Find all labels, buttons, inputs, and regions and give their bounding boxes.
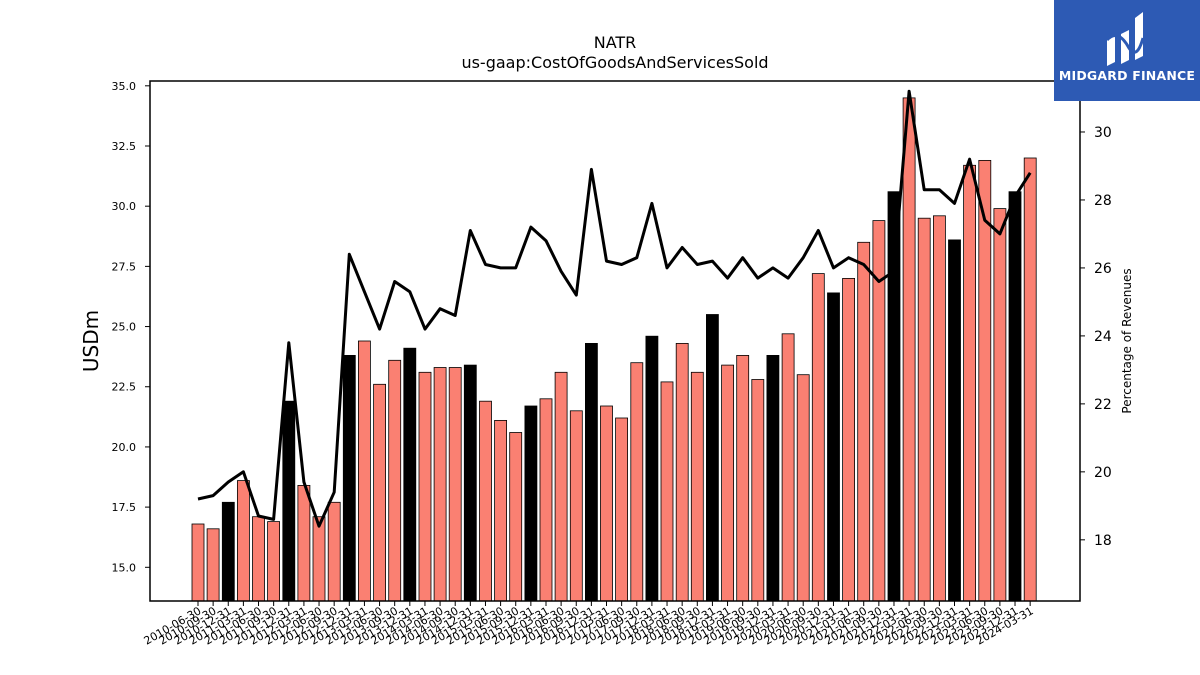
bar-2012-09-30	[327, 501, 341, 602]
bar-2021-06-30	[857, 241, 871, 602]
y2-tick-label: 30	[1094, 125, 1112, 141]
bar-2011-09-30	[267, 521, 281, 602]
bar-2019-09-30	[751, 379, 765, 602]
bar-2012-03-31	[297, 484, 311, 602]
y2-tick-label: 22	[1094, 397, 1112, 413]
bar-2012-12-31	[342, 354, 356, 602]
bar-2011-12-31	[282, 400, 296, 602]
bar-2015-06-30	[494, 419, 508, 602]
y-tick-label: 30.0	[112, 200, 137, 213]
bar-2018-09-30	[690, 371, 704, 602]
bar-2022-03-31	[902, 97, 916, 602]
y-tick-label: 22.5	[112, 381, 137, 394]
bar-2016-06-30	[554, 371, 568, 602]
bar-2021-03-31	[842, 277, 855, 602]
bar-2016-03-31	[539, 398, 553, 602]
y-tick-label: 25.0	[112, 321, 137, 334]
y2-tick-label: 20	[1094, 465, 1112, 481]
bar-2018-12-31	[706, 314, 719, 602]
bar-2020-03-31	[781, 333, 795, 602]
bar-2023-06-30	[978, 159, 992, 602]
bar-2023-12-31	[1008, 191, 1022, 602]
y2-tick-label: 18	[1094, 533, 1112, 549]
bar-2019-06-30	[736, 354, 750, 602]
brand-logo: MIDGARD FINANCE	[1054, 0, 1200, 101]
bar-2013-12-31	[403, 347, 417, 602]
bar-2015-03-31	[479, 400, 492, 602]
y-tick-label: 15.0	[112, 561, 137, 574]
bar-2015-09-30	[509, 432, 523, 602]
bar-2020-06-30	[796, 374, 810, 602]
y2-tick-label: 24	[1094, 329, 1112, 345]
bar-2016-09-30	[569, 410, 583, 602]
y-tick-label: 27.5	[112, 260, 137, 273]
bar-2011-06-30	[252, 516, 265, 602]
bar-2014-09-30	[448, 367, 462, 602]
bar-2013-06-30	[373, 383, 387, 602]
bar-2020-12-31	[827, 292, 840, 602]
bar-2022-12-31	[948, 239, 961, 602]
bar-2023-09-30	[993, 208, 1007, 602]
bar-2014-03-31	[418, 371, 432, 602]
bar-2013-03-31	[357, 340, 371, 602]
bar-2018-03-31	[660, 381, 674, 602]
bar-2018-06-30	[675, 342, 689, 602]
chart-title: NATR	[594, 33, 637, 52]
brand-name: MIDGARD FINANCE	[1058, 68, 1196, 83]
bar-2021-12-31	[887, 191, 901, 602]
bar-2022-09-30	[933, 215, 946, 602]
y-axis-label: USDm	[79, 310, 103, 372]
midgard-logo-icon	[1105, 12, 1145, 66]
bar-2014-12-31	[463, 364, 477, 602]
bar-2020-09-30	[811, 273, 825, 602]
bar-2011-03-31	[236, 480, 250, 602]
bar-2024-03-31	[1023, 157, 1037, 602]
bar-2017-09-30	[630, 362, 644, 602]
y2-tick-label: 28	[1094, 193, 1112, 209]
bar-2015-12-31	[524, 405, 538, 602]
y-tick-label: 17.5	[112, 501, 137, 514]
bar-2019-12-31	[766, 354, 780, 602]
bar-2017-06-30	[615, 417, 628, 602]
bar-2010-06-30	[191, 523, 205, 602]
y-tick-label: 20.0	[112, 441, 137, 454]
revenue-percentage-line	[197, 89, 1032, 528]
bar-2014-06-30	[433, 367, 447, 602]
bar-2010-12-31	[221, 501, 235, 602]
x-axis: 2010-06-302010-09-302010-12-312011-03-31…	[142, 601, 1036, 648]
chart-subtitle: us-gaap:CostOfGoodsAndServicesSold	[461, 53, 768, 72]
y-tick-label: 35.0	[112, 80, 137, 93]
y-tick-label: 32.5	[112, 140, 137, 153]
bar-2023-03-31	[963, 164, 976, 602]
bar-2012-06-30	[312, 516, 326, 602]
right-axis: 18 20 22 24 26 28 30	[1080, 125, 1112, 549]
bar-2017-03-31	[600, 405, 613, 602]
bar-2022-06-30	[917, 217, 931, 602]
bar-2013-09-30	[388, 359, 402, 602]
plot-frame	[149, 80, 1081, 602]
bar-2016-12-31	[585, 342, 598, 602]
bar-2017-12-31	[645, 335, 659, 602]
y2-axis-label: Percentage of Revenues	[1120, 268, 1134, 413]
y2-tick-label: 26	[1094, 261, 1112, 277]
bar-2010-09-30	[206, 528, 220, 602]
bar-2019-03-31	[721, 364, 734, 602]
left-axis: 15.0 17.5 20.0 22.5 25.0 27.5 30.0 32.5 35.0	[112, 80, 150, 574]
